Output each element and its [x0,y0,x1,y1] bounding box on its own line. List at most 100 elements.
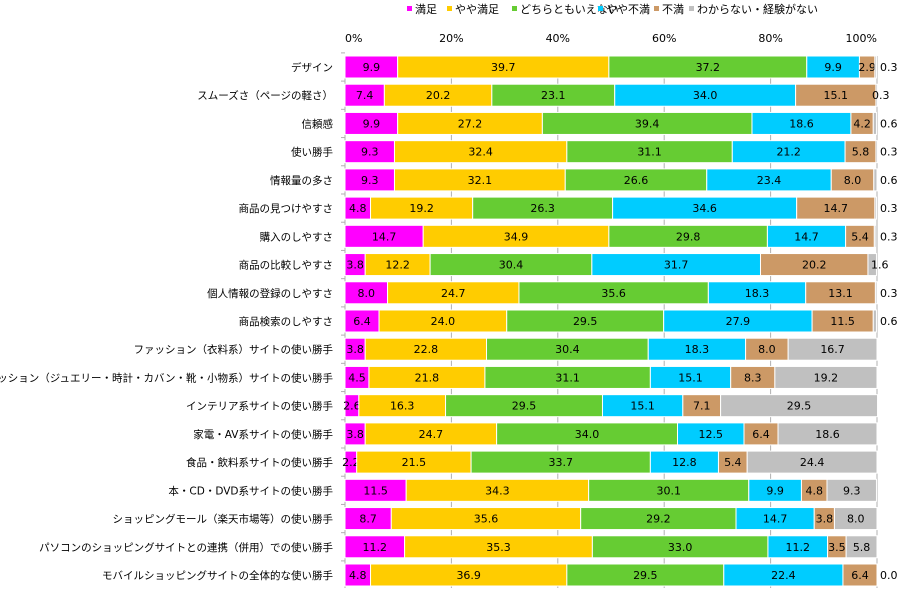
data-label: 27.9 [726,315,751,328]
data-label: 14.7 [794,230,819,243]
legend-label: やや不満 [606,3,650,16]
bar-segment [875,83,879,107]
category-label: パソコンのショッピングサイトとの連携（併用）での使い勝手 [39,541,333,554]
legend-swatch [654,6,659,11]
data-label: 0.3 [880,61,898,74]
data-label: 9.9 [824,61,842,74]
data-label: 36.9 [456,569,481,582]
data-label: 4.2 [853,117,871,130]
data-label: 21.2 [776,146,801,159]
data-label: 21.8 [415,371,440,384]
data-label: 16.3 [390,400,415,413]
data-label: 5.4 [724,456,742,469]
data-label: 9.3 [843,484,861,497]
data-label: 18.3 [685,343,710,356]
data-label: 31.1 [555,371,580,384]
data-label: 27.2 [458,117,483,130]
bar-segment [746,450,878,474]
data-label: 35.6 [474,513,499,526]
bar-segment [777,422,878,446]
category-label: ファッション（衣料系）サイトの使い勝手 [134,343,334,356]
data-label: 0.3 [880,146,898,159]
data-label: 3.8 [816,513,834,526]
data-label: 5.8 [852,146,870,159]
data-label: 32.4 [468,146,493,159]
data-label: 34.9 [504,230,529,243]
category-label: ショッピングモール（楽天市場等）の使い勝手 [113,513,334,526]
category-label: 商品の見つけやすさ [239,202,334,215]
data-label: 18.6 [815,428,840,441]
bar-segment [874,281,878,305]
data-label: 29.2 [646,513,671,526]
bar-segment [826,478,877,502]
legend-swatch [689,6,694,11]
data-label: 11.2 [785,541,810,554]
data-label: 0.6 [880,117,898,130]
legend-label: 不満 [662,3,684,16]
bar-segment [842,563,878,587]
x-tick-label: 20% [439,32,463,45]
data-label: 9.9 [363,117,381,130]
legend-label: わからない・経験がない [697,2,818,16]
data-label: 29.5 [633,569,658,582]
category-label: ファッション（ジュエリー・時計・カバン・靴・小物系）サイトの使い勝手 [0,371,333,384]
legend-label: 満足 [415,3,437,16]
x-tick-label: 80% [758,32,782,45]
data-label: 8.0 [358,287,376,300]
legend-swatch [447,6,452,11]
bar-segment [873,224,877,248]
data-label: 4.8 [349,569,367,582]
data-label: 29.5 [573,315,598,328]
data-label: 29.8 [676,230,701,243]
category-label: インテリア系サイトの使い勝手 [186,400,333,413]
bar-segment [874,55,877,79]
data-label: 0.3 [880,202,898,215]
data-label: 24.4 [800,456,825,469]
data-label: 22.8 [414,343,439,356]
category-label: 食品・飲料系サイトの使い勝手 [186,456,333,469]
data-label: 18.3 [745,287,770,300]
x-tick-label: 60% [652,32,676,45]
data-label: 4.5 [348,371,366,384]
category-label: 使い勝手 [291,146,333,159]
bar-segment [875,140,879,164]
bar-segment [787,337,878,361]
category-label: 信頼感 [302,117,334,130]
bar-segment [872,309,877,333]
bar-segment [833,507,878,531]
data-label: 0.3 [880,230,898,243]
data-label: 1.6 [871,259,889,272]
data-label: 8.0 [844,174,862,187]
data-label: 34.6 [692,202,717,215]
data-label: 12.5 [699,428,724,441]
data-label: 32.1 [468,174,493,187]
bar-segment [774,365,878,389]
data-label: 39.4 [635,117,660,130]
data-label: 0.6 [880,174,898,187]
bar-segment [872,111,877,135]
category-label: 商品検索のしやすさ [239,315,333,328]
data-label: 15.1 [678,371,703,384]
category-label: スムーズさ（ページの軽さ） [197,89,333,102]
category-label: 個人情報の登録のしやすさ [207,287,333,300]
data-label: 3.8 [346,259,364,272]
data-label: 39.7 [491,61,516,74]
data-label: 23.1 [541,89,566,102]
bar-segment [874,196,877,220]
data-label: 5.8 [853,541,871,554]
data-label: 2.2 [342,456,360,469]
data-label: 6.4 [353,315,371,328]
data-label: 20.2 [426,89,451,102]
data-label: 31.7 [664,259,689,272]
data-label: 6.4 [851,569,869,582]
data-label: 7.4 [356,89,374,102]
data-label: 21.5 [402,456,427,469]
data-label: 11.2 [363,541,388,554]
x-tick-label: 40% [546,32,570,45]
legend-swatch [407,6,412,11]
data-label: 6.4 [752,428,770,441]
category-label: 本・CD・DVD系サイトの使い勝手 [168,484,333,497]
data-label: 8.3 [744,371,762,384]
bar-segment [845,535,878,559]
